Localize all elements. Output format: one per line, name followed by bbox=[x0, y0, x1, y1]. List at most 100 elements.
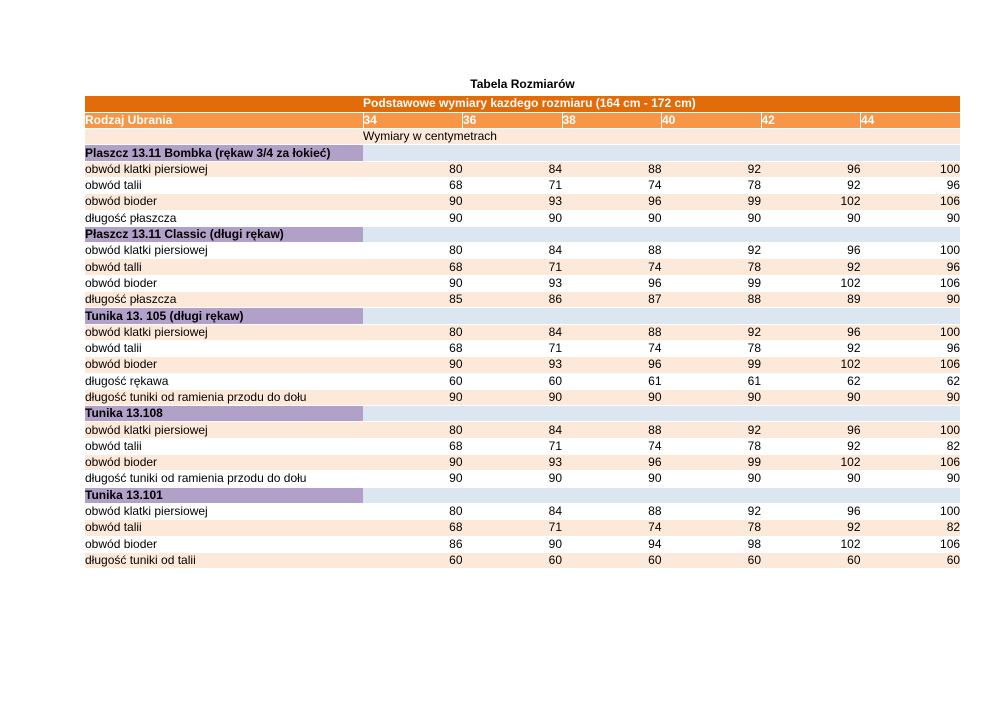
measurement-row: długość tuniki od talii 60 60 60 60 60 60 bbox=[85, 552, 961, 570]
section-header-row: Plaszcz 13.11 Bombka (rękaw 3/4 za łokie… bbox=[85, 144, 961, 162]
measurement-value-36: 71 bbox=[462, 177, 562, 195]
measurement-row: obwód klatki piersiowej 80 84 88 92 96 100 bbox=[85, 161, 961, 178]
measurement-value-34: 90 bbox=[363, 275, 463, 293]
measurement-value-36: 90 bbox=[462, 389, 562, 407]
measurement-value-40: 60 bbox=[661, 552, 761, 570]
measurement-row: obwód bioder 90 93 96 99 102 106 bbox=[85, 193, 961, 211]
measurement-value-38: 88 bbox=[562, 161, 662, 178]
measurement-value-38: 87 bbox=[562, 291, 662, 309]
measurement-value-42: 96 bbox=[761, 324, 861, 341]
measurement-value-44: 90 bbox=[860, 470, 961, 488]
measurement-label: obwód bioder bbox=[85, 193, 363, 211]
measurement-value-34: 80 bbox=[363, 242, 463, 260]
measurement-label: obwód talli bbox=[85, 258, 363, 276]
measurement-value-36: 71 bbox=[462, 258, 562, 276]
measurement-row: długość rękawa 60 60 61 61 62 62 bbox=[85, 373, 961, 390]
measurement-value-44: 106 bbox=[860, 454, 961, 472]
measurement-row: obwód klatki piersiowej 80 84 88 92 96 100 bbox=[85, 242, 961, 260]
measurement-value-40: 98 bbox=[661, 536, 761, 553]
measurement-value-42: 102 bbox=[761, 275, 861, 293]
measurement-value-40: 61 bbox=[661, 373, 761, 390]
measurement-value-40: 99 bbox=[661, 193, 761, 211]
measurement-value-34: 68 bbox=[363, 519, 463, 537]
measurement-value-34: 90 bbox=[363, 470, 463, 488]
section-header-filler bbox=[363, 405, 961, 423]
measurement-value-36: 93 bbox=[462, 193, 562, 211]
section-header-row: Tunika 13. 105 (długi rękaw) bbox=[85, 307, 961, 325]
column-header-size-42: 42 bbox=[760, 112, 861, 130]
measurement-value-38: 88 bbox=[562, 421, 662, 439]
section-header-row: Tunika 13.108 bbox=[85, 405, 961, 423]
measurement-value-38: 88 bbox=[562, 324, 662, 341]
measurement-value-44: 106 bbox=[860, 275, 961, 293]
measurement-row: obwód bioder 86 90 94 98 102 106 bbox=[85, 536, 961, 553]
section-header-filler bbox=[363, 307, 961, 325]
measurement-value-40: 88 bbox=[661, 291, 761, 309]
measurement-value-36: 84 bbox=[462, 161, 562, 178]
measurement-value-34: 68 bbox=[363, 340, 463, 358]
measurement-value-34: 85 bbox=[363, 291, 463, 309]
measurement-value-36: 84 bbox=[462, 503, 562, 521]
measurement-label: obwód klatki piersiowej bbox=[85, 324, 363, 341]
measurement-value-36: 90 bbox=[462, 536, 562, 553]
size-table: Podstawowe wymiary kazdego rozmiaru (164… bbox=[85, 96, 961, 570]
measurement-value-42: 102 bbox=[761, 356, 861, 374]
measurement-value-36: 71 bbox=[462, 340, 562, 358]
measurement-value-34: 90 bbox=[363, 210, 463, 227]
section-header-filler bbox=[363, 487, 961, 504]
measurement-value-40: 78 bbox=[661, 177, 761, 195]
measurement-value-42: 96 bbox=[761, 161, 861, 178]
measurement-value-36: 71 bbox=[462, 519, 562, 537]
column-header-rodzaj-ubrania: Rodzaj Ubrania bbox=[85, 112, 364, 130]
measurement-value-38: 96 bbox=[562, 356, 662, 374]
measurement-value-34: 68 bbox=[363, 438, 463, 456]
measurement-value-36: 86 bbox=[462, 291, 562, 309]
measurement-row: obwód bioder 90 93 96 99 102 106 bbox=[85, 454, 961, 472]
section-title: Płaszcz 13.11 Classic (długi rękaw) bbox=[85, 226, 363, 244]
section-title: Plaszcz 13.11 Bombka (rękaw 3/4 za łokie… bbox=[85, 144, 363, 162]
measurement-value-38: 96 bbox=[562, 193, 662, 211]
measurement-row: obwód talii 68 71 74 78 92 82 bbox=[85, 438, 961, 456]
measurement-value-44: 82 bbox=[860, 438, 961, 456]
measurement-value-36: 60 bbox=[462, 552, 562, 570]
measurement-row: obwód talli 68 71 74 78 92 96 bbox=[85, 258, 961, 276]
measurement-row: obwód klatki piersiowej 80 84 88 92 96 100 bbox=[85, 324, 961, 341]
measurement-row: obwód talii 68 71 74 78 92 82 bbox=[85, 519, 961, 537]
measurement-label: długość płaszcza bbox=[85, 210, 363, 227]
measurement-row: obwód bioder 90 93 96 99 102 106 bbox=[85, 275, 961, 293]
measurement-value-34: 68 bbox=[363, 177, 463, 195]
measurement-value-44: 62 bbox=[860, 373, 961, 390]
measurement-label: długość rękawa bbox=[85, 373, 363, 390]
measurement-value-44: 96 bbox=[860, 177, 961, 195]
measurement-value-40: 92 bbox=[661, 161, 761, 178]
measurement-value-38: 90 bbox=[562, 210, 662, 227]
measurement-value-36: 84 bbox=[462, 421, 562, 439]
measurement-label: obwód talii bbox=[85, 177, 363, 195]
measurement-label: obwód klatki piersiowej bbox=[85, 421, 363, 439]
measurement-value-40: 92 bbox=[661, 242, 761, 260]
measurement-value-40: 92 bbox=[661, 421, 761, 439]
section-header-row: Płaszcz 13.11 Classic (długi rękaw) bbox=[85, 226, 961, 244]
measurement-value-42: 96 bbox=[761, 242, 861, 260]
measurement-value-44: 100 bbox=[860, 503, 961, 521]
measurement-value-44: 82 bbox=[860, 519, 961, 537]
measurement-row: obwód klatki piersiowej 80 84 88 92 96 100 bbox=[85, 503, 961, 521]
measurement-value-36: 90 bbox=[462, 210, 562, 227]
measurement-label: długość płaszcza bbox=[85, 291, 363, 309]
measurement-value-38: 96 bbox=[562, 275, 662, 293]
measurement-value-38: 88 bbox=[562, 242, 662, 260]
measurement-value-40: 99 bbox=[661, 356, 761, 374]
measurement-value-42: 92 bbox=[761, 340, 861, 358]
measurement-row: obwód talii 68 71 74 78 92 96 bbox=[85, 177, 961, 195]
measurement-value-44: 106 bbox=[860, 356, 961, 374]
measurement-value-40: 90 bbox=[661, 470, 761, 488]
measurement-value-36: 60 bbox=[462, 373, 562, 390]
measurement-value-42: 92 bbox=[761, 519, 861, 537]
measurement-value-44: 96 bbox=[860, 340, 961, 358]
measurement-value-40: 78 bbox=[661, 340, 761, 358]
measurement-value-38: 74 bbox=[562, 177, 662, 195]
column-header-size-34: 34 bbox=[362, 112, 463, 130]
measurement-value-40: 99 bbox=[661, 454, 761, 472]
measurement-value-44: 106 bbox=[860, 536, 961, 553]
